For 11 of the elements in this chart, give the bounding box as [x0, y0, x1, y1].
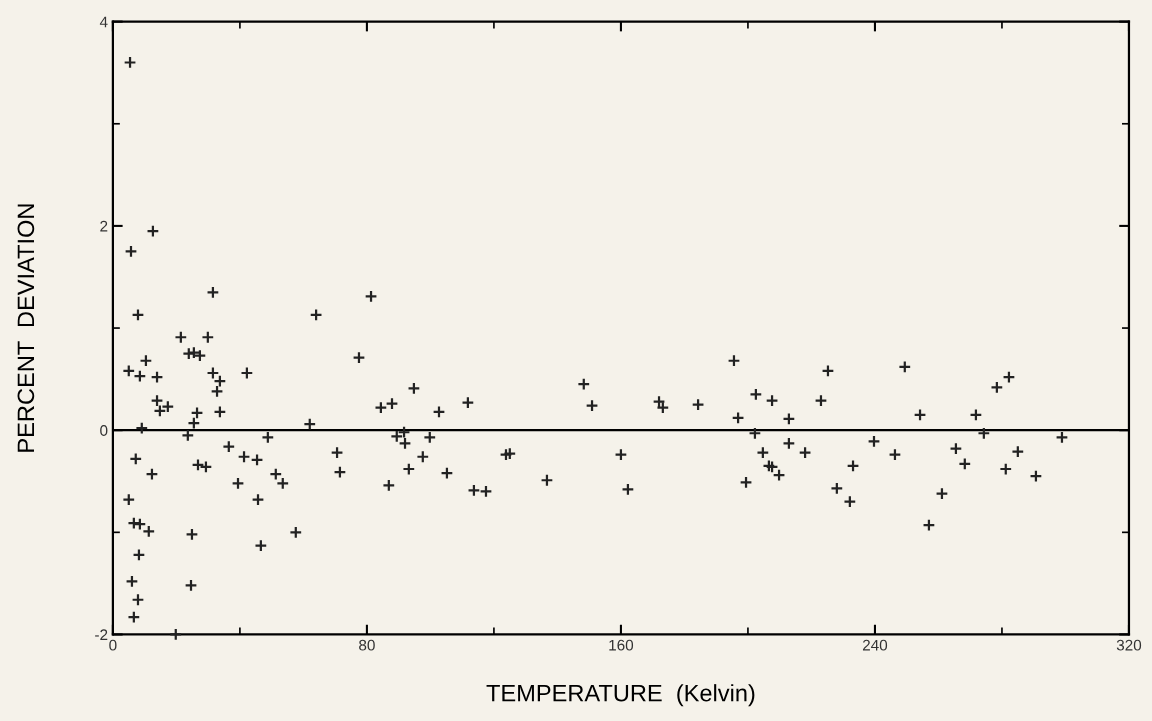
- x-tick-label: 0: [109, 639, 117, 651]
- x-tick-label: 320: [1116, 639, 1142, 651]
- y-axis-title: PERCENT DEVIATION: [17, 204, 35, 452]
- x-tick-label: 240: [862, 639, 888, 651]
- y-tick-label: -2: [95, 629, 108, 641]
- x-tick-label: 160: [609, 639, 634, 651]
- x-axis-title: TEMPERATURE (Kelvin): [486, 684, 755, 707]
- y-tick-label: 4: [99, 16, 108, 28]
- y-tick-label: 0: [100, 425, 108, 436]
- x-tick-label: 80: [359, 639, 375, 651]
- y-tick-label: 2: [100, 220, 108, 232]
